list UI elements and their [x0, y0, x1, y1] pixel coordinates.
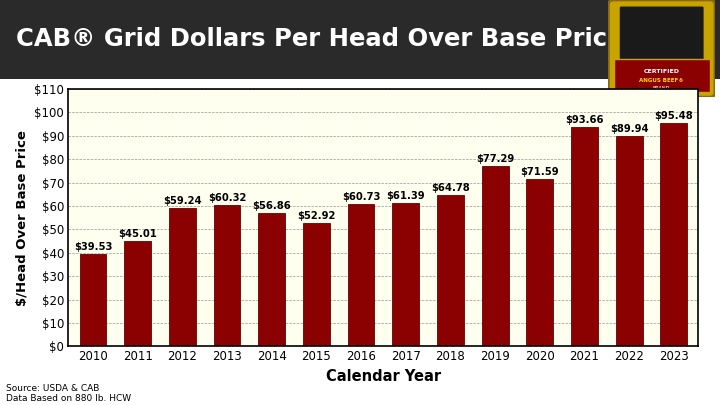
Bar: [125, 241, 151, 346]
Bar: [526, 179, 553, 346]
Bar: [258, 213, 285, 346]
Text: $60.73: $60.73: [342, 192, 380, 202]
Bar: [616, 136, 642, 346]
Bar: [482, 166, 508, 346]
Bar: [303, 223, 330, 346]
Text: ANGUS BEEF®: ANGUS BEEF®: [639, 78, 684, 83]
Bar: [660, 123, 687, 346]
Text: CERTIFIED: CERTIFIED: [644, 69, 680, 75]
Text: $89.94: $89.94: [610, 124, 649, 134]
Bar: [169, 208, 196, 346]
Y-axis label: $/Head Over Base Price: $/Head Over Base Price: [16, 130, 29, 306]
Text: BRAND: BRAND: [653, 86, 670, 91]
Bar: [613, 59, 710, 92]
Text: $93.66: $93.66: [565, 115, 603, 126]
Text: $45.01: $45.01: [118, 229, 157, 239]
Bar: [571, 127, 598, 346]
Bar: [392, 203, 419, 346]
Text: $95.48: $95.48: [654, 111, 693, 121]
Bar: [437, 195, 464, 346]
Text: $61.39: $61.39: [387, 191, 425, 201]
Bar: [214, 205, 240, 346]
Text: $59.24: $59.24: [163, 196, 202, 206]
Text: $71.59: $71.59: [521, 167, 559, 177]
Text: $64.78: $64.78: [431, 183, 469, 193]
Text: $52.92: $52.92: [297, 211, 336, 221]
Text: $60.32: $60.32: [208, 193, 246, 203]
Text: CAB® Grid Dollars Per Head Over Base Price: CAB® Grid Dollars Per Head Over Base Pri…: [16, 28, 624, 51]
Bar: [80, 254, 107, 346]
FancyBboxPatch shape: [608, 0, 715, 97]
Text: Source: USDA & CAB
Data Based on 880 lb. HCW: Source: USDA & CAB Data Based on 880 lb.…: [6, 384, 131, 403]
Text: $77.29: $77.29: [476, 154, 514, 164]
Text: $39.53: $39.53: [73, 242, 112, 252]
Text: $56.86: $56.86: [252, 201, 291, 211]
Text: 🐄: 🐄: [657, 25, 666, 39]
Bar: [348, 204, 374, 346]
FancyBboxPatch shape: [619, 6, 704, 60]
X-axis label: Calendar Year: Calendar Year: [326, 369, 441, 384]
